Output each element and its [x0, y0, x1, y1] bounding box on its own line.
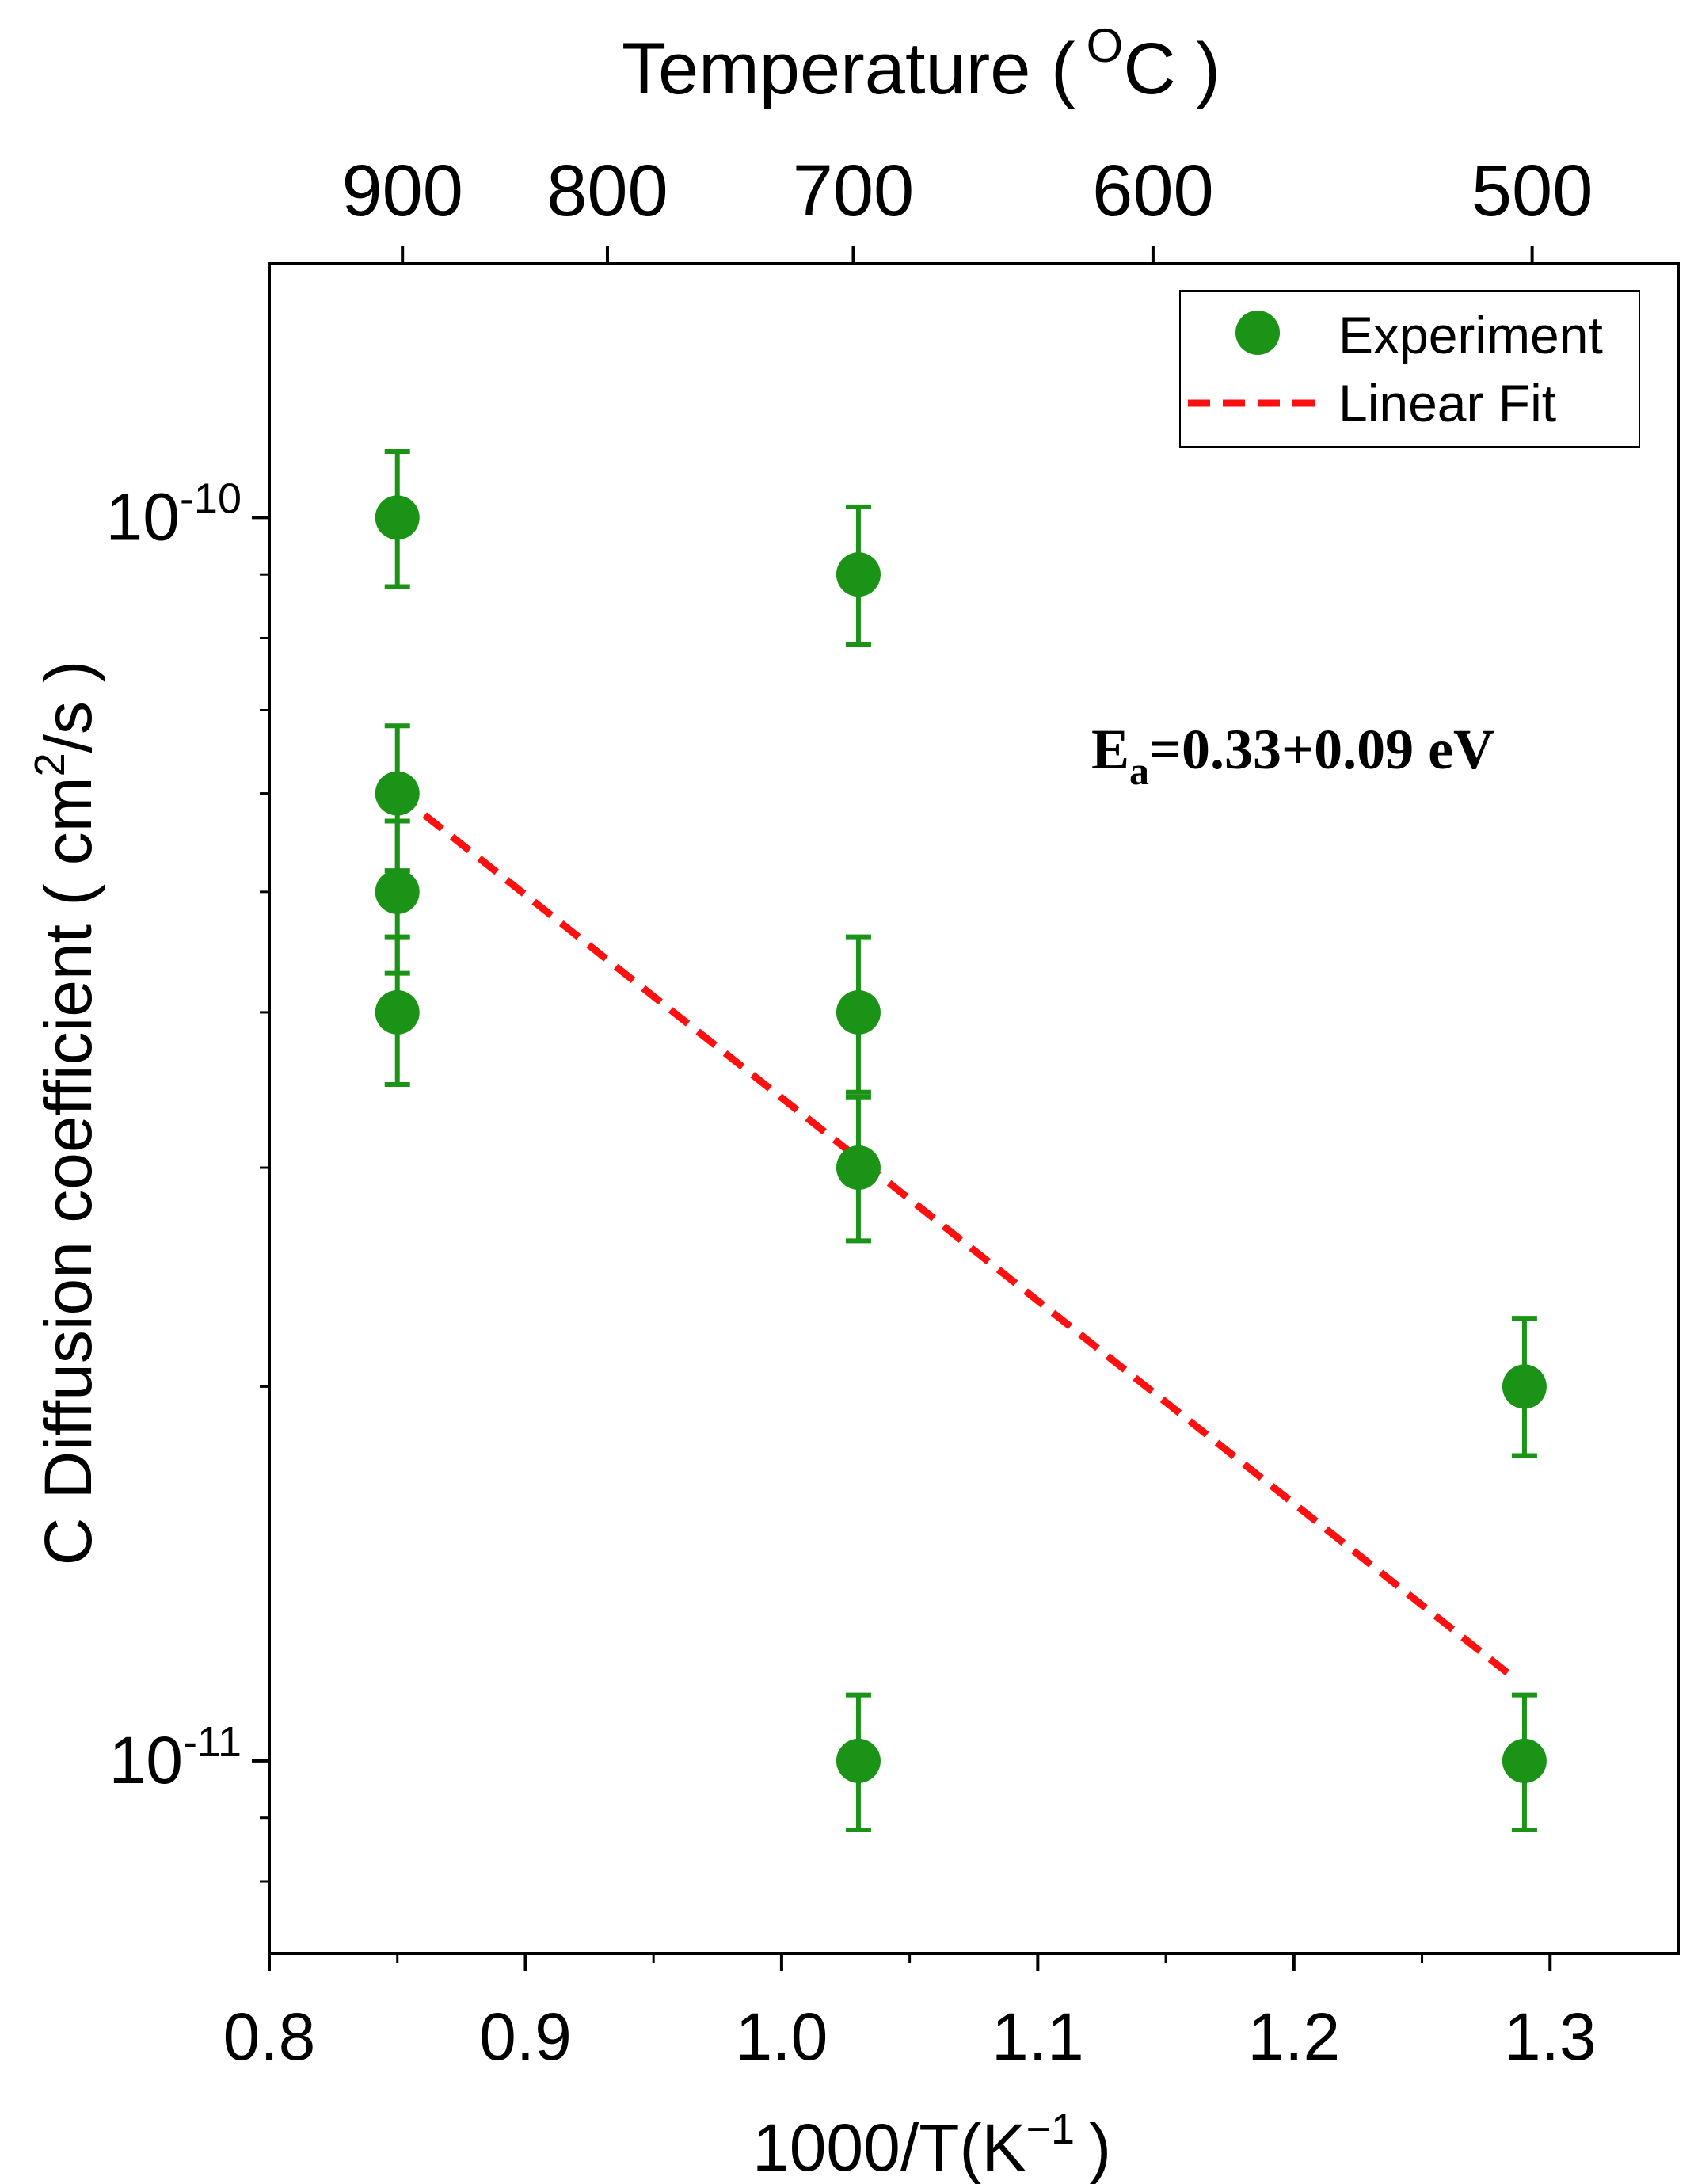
data-marker	[836, 1738, 881, 1783]
experiment-point	[375, 449, 420, 589]
data-marker	[836, 989, 881, 1035]
top-axis-ticks: 900 800 700 600 500	[341, 151, 1593, 264]
x-tick-label: 1.2	[1247, 1999, 1340, 2074]
experiment-series	[375, 449, 1547, 1833]
data-marker	[375, 989, 420, 1035]
data-marker	[375, 771, 420, 816]
linear-fit-series	[394, 791, 1514, 1679]
activation-energy-annotation: Ea=0.33+0.09 eV	[1091, 718, 1494, 793]
legend-fit-label: Linear Fit	[1338, 374, 1556, 433]
experiment-point	[836, 504, 881, 648]
y-tick-label: 10-11	[109, 1718, 242, 1797]
top-tick-label: 700	[793, 151, 915, 231]
experiment-point	[375, 934, 420, 1087]
experiment-point	[1502, 1692, 1547, 1833]
x-axis-label: 1000/T(K−1)	[752, 2106, 1111, 2184]
y-axis-ticks: 10-10 10-11	[106, 475, 269, 1883]
legend-experiment-marker	[1235, 311, 1280, 355]
data-marker	[1502, 1738, 1547, 1783]
data-marker	[1502, 1364, 1547, 1409]
x-tick-label: 1.1	[992, 1999, 1084, 2074]
x-axis-ticks: 0.8 0.9 1.0 1.1 1.2 1.3	[223, 1953, 1597, 2074]
experiment-point	[1502, 1316, 1547, 1458]
legend: Experiment Linear Fit	[1179, 290, 1640, 448]
top-axis-label: Temperature (OC )	[622, 19, 1220, 109]
top-tick-label: 900	[341, 151, 463, 231]
y-axis-label: C Diffusion coefficient ( cm2/s )	[26, 661, 105, 1566]
top-tick-label: 500	[1471, 151, 1593, 231]
experiment-point	[836, 1094, 881, 1244]
top-tick-label: 800	[546, 151, 668, 231]
linear-fit-line	[394, 791, 1514, 1679]
plot-frame	[268, 262, 1680, 1955]
data-marker	[836, 552, 881, 597]
experiment-point	[836, 1692, 881, 1833]
data-marker	[836, 1145, 881, 1191]
y-tick-label: 10-10	[106, 475, 242, 554]
x-tick-label: 0.9	[479, 1999, 572, 2074]
data-marker	[375, 495, 420, 540]
x-tick-label: 1.3	[1504, 1999, 1597, 2074]
experiment-point	[836, 934, 881, 1095]
x-tick-label: 0.8	[223, 1999, 316, 2074]
legend-experiment-label: Experiment	[1338, 306, 1603, 364]
top-tick-label: 600	[1092, 151, 1214, 231]
data-marker	[375, 869, 420, 914]
x-tick-label: 1.0	[736, 1999, 828, 2074]
